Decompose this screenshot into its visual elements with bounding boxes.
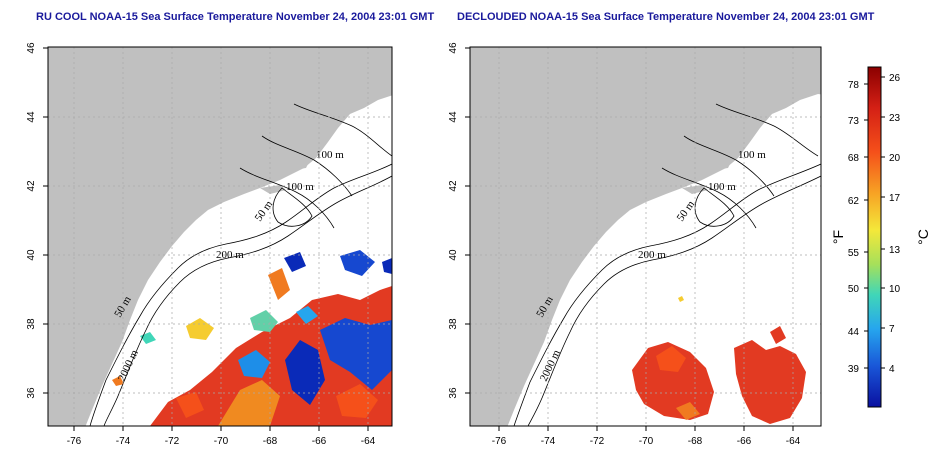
contour-label-100m-b: 100 m: [708, 181, 736, 193]
contour-label-100m-b: 100 m: [286, 181, 314, 193]
colorbar-tick-marks: [864, 76, 885, 369]
fahrenheit-tick: 50: [848, 284, 860, 295]
lat-tick-label: 40: [448, 249, 459, 261]
celsius-tick: 10: [889, 284, 901, 295]
lat-tick-label: 36: [26, 387, 37, 399]
left-map-frame: [47, 46, 393, 427]
lat-tick-label: 46: [448, 42, 459, 54]
left-bathymetry-contours: [89, 103, 392, 426]
lon-tick-label: -76: [492, 436, 507, 447]
fahrenheit-tick: 73: [848, 116, 860, 127]
left-y-tick-labels: 36 38 40 42 44 46: [26, 42, 37, 399]
lon-tick-label: -68: [688, 436, 703, 447]
right-map-title: DECLOUDED NOAA-15 Sea Surface Temperatur…: [457, 11, 875, 23]
lon-tick-label: -64: [786, 436, 801, 447]
contour-label-100m: 100 m: [316, 149, 344, 161]
lon-tick-label: -76: [67, 436, 82, 447]
lon-tick-label: -72: [165, 436, 180, 447]
celsius-tick: 7: [889, 324, 895, 335]
lon-tick-label: -64: [361, 436, 376, 447]
lon-tick-label: -70: [639, 436, 654, 447]
lat-tick-label: 40: [26, 249, 37, 261]
left-tick-marks: [43, 47, 369, 431]
left-sst-overlay: [112, 250, 392, 426]
celsius-tick: 17: [889, 193, 901, 204]
celsius-tick-labels: 26 23 20 17 13 10 7 4: [889, 73, 901, 375]
lat-tick-label: 38: [26, 318, 37, 330]
lon-tick-label: -70: [214, 436, 229, 447]
lat-tick-label: 36: [448, 387, 459, 399]
fahrenheit-tick: 44: [848, 327, 860, 338]
left-map: 100 m 100 m 50 m 200 m 50 m 2000 m: [26, 42, 393, 447]
lat-tick-label: 42: [448, 180, 459, 192]
lat-tick-label: 38: [448, 318, 459, 330]
celsius-tick: 23: [889, 113, 901, 124]
right-graticule: [470, 47, 821, 426]
fahrenheit-tick: 68: [848, 153, 860, 164]
left-map-title: RU COOL NOAA-15 Sea Surface Temperature …: [36, 11, 435, 23]
contour-label-200m: 200 m: [216, 249, 244, 261]
fahrenheit-tick-labels: 78 73 68 62 55 50 44 39: [848, 80, 860, 375]
lat-tick-label: 46: [26, 42, 37, 54]
celsius-tick: 4: [889, 364, 895, 375]
fahrenheit-tick: 55: [848, 248, 860, 259]
fahrenheit-tick: 78: [848, 80, 860, 91]
celsius-tick: 13: [889, 245, 901, 256]
temperature-colorbar: 78 73 68 62 55 50 44 39 26 23 20 17 13 1…: [830, 66, 931, 408]
right-map: 100 m 100 m 50 m 200 m 50 m 2000 m: [448, 42, 822, 447]
lon-tick-label: -74: [116, 436, 131, 447]
lon-tick-label: -72: [590, 436, 605, 447]
right-tick-marks: [465, 47, 794, 431]
lon-tick-label: -66: [312, 436, 327, 447]
left-x-tick-labels: -76 -74 -72 -70 -68 -66 -64: [67, 436, 376, 447]
fahrenheit-tick: 62: [848, 196, 860, 207]
left-graticule: [48, 47, 392, 426]
right-y-tick-labels: 36 38 40 42 44 46: [448, 42, 459, 399]
lat-tick-label: 44: [448, 111, 459, 123]
right-bathymetry-contours: [513, 103, 821, 426]
right-x-tick-labels: -76 -74 -72 -70 -68 -66 -64: [492, 436, 801, 447]
right-sst-overlay: [632, 296, 806, 424]
lon-tick-label: -66: [737, 436, 752, 447]
lon-tick-label: -68: [263, 436, 278, 447]
contour-label-200m: 200 m: [638, 249, 666, 261]
lat-tick-label: 44: [26, 111, 37, 123]
colorbar-gradient: [867, 66, 882, 408]
celsius-tick: 20: [889, 153, 901, 164]
celsius-tick: 26: [889, 73, 901, 84]
contour-label-100m: 100 m: [738, 149, 766, 161]
fahrenheit-tick: 39: [848, 364, 860, 375]
lon-tick-label: -74: [541, 436, 556, 447]
lat-tick-label: 42: [26, 180, 37, 192]
celsius-unit-label: °C: [915, 229, 931, 245]
fahrenheit-unit-label: °F: [830, 230, 846, 244]
